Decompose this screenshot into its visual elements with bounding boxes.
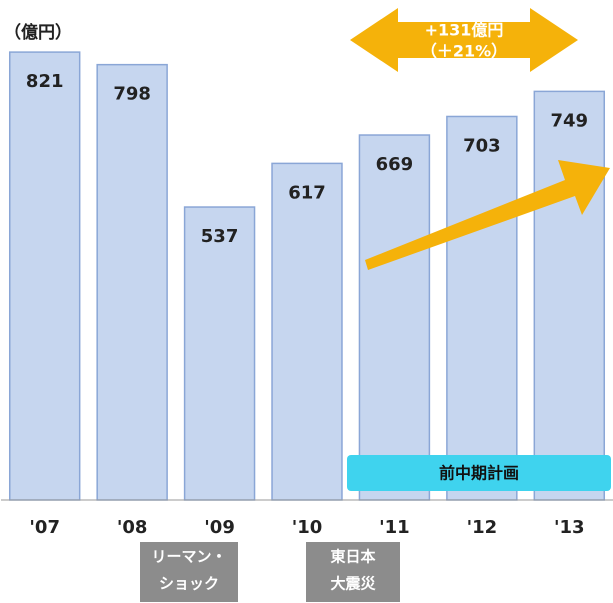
value-label: 617	[288, 182, 326, 203]
growth-label: +131億円	[425, 21, 504, 40]
bar	[446, 115, 518, 501]
bar	[8, 51, 81, 501]
x-tick-label: '13	[554, 517, 585, 538]
bar	[271, 162, 343, 501]
event-label: 大震災	[330, 575, 376, 593]
x-tick-label: '08	[117, 517, 148, 538]
growth-label: （＋21%）	[421, 42, 507, 61]
event-box	[306, 542, 400, 602]
bar	[358, 134, 431, 501]
x-tick-label: '12	[467, 517, 498, 538]
x-tick-label: '10	[292, 517, 323, 538]
value-label: 669	[376, 154, 414, 175]
event-label: ショック	[159, 575, 219, 593]
event-box	[140, 542, 238, 602]
value-label: 703	[463, 135, 501, 156]
trend-arrow	[365, 160, 610, 270]
bar	[533, 90, 606, 501]
value-label: 749	[550, 110, 588, 131]
event-label: リーマン・	[151, 548, 226, 566]
x-tick-label: '11	[379, 517, 410, 538]
plan-label: 前中期計画	[439, 464, 519, 483]
value-label: 798	[113, 84, 151, 105]
event-label: 東日本	[330, 548, 375, 566]
plan-box	[347, 455, 611, 491]
growth-arrow	[350, 8, 578, 72]
unit-label: （億円）	[4, 22, 72, 43]
x-tick-label: '07	[29, 517, 60, 538]
bar	[96, 63, 168, 501]
value-label: 821	[26, 71, 64, 92]
bar	[183, 206, 256, 501]
x-tick-label: '09	[204, 517, 235, 538]
value-label: 537	[201, 226, 239, 247]
